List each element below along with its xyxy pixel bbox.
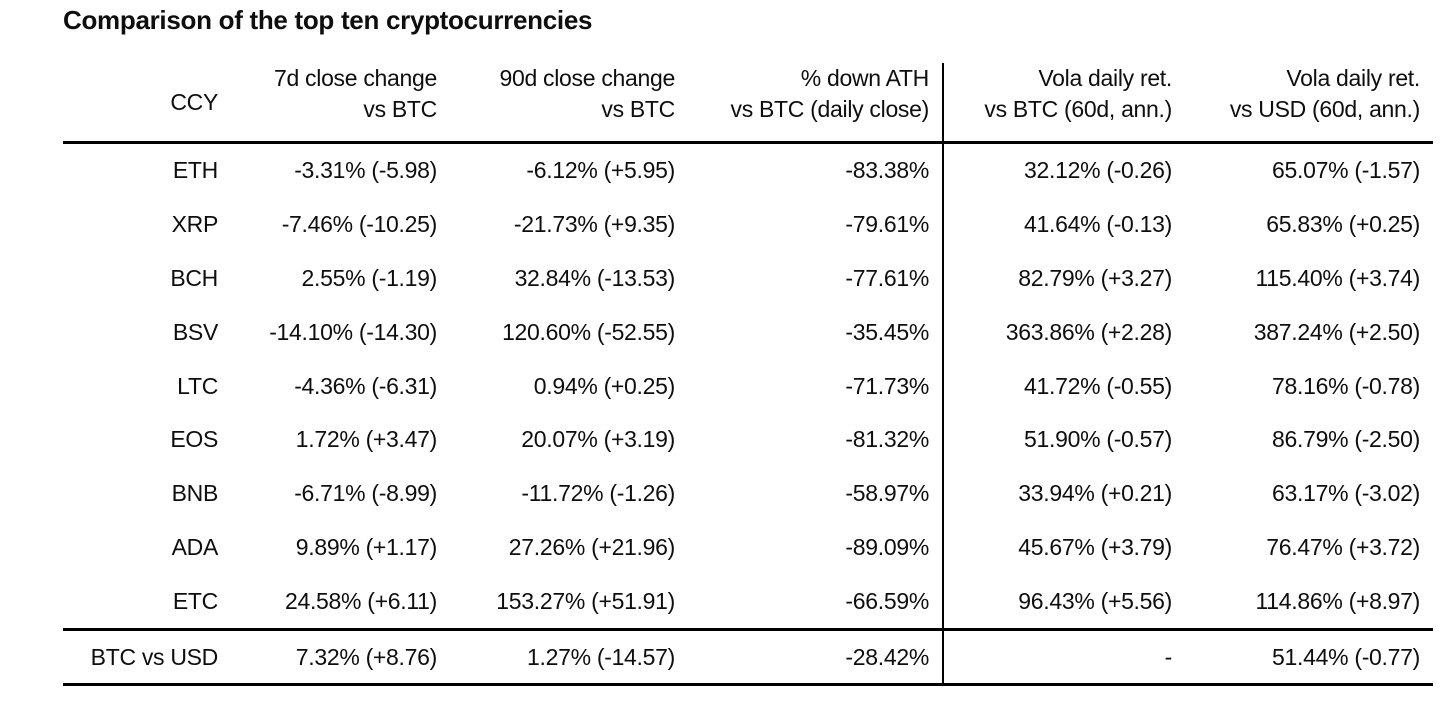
cell-90d-change: 120.60% (-52.55) [502,318,675,345]
cell-down-ath: -71.73% [845,372,929,399]
crypto-comparison-table: CCY 7d close change vs BTC 90d close cha… [63,63,1433,687]
table-row: LTC -4.36% (-6.31) 0.94% (+0.25) -71.73% 41.… [63,359,1433,413]
cell-90d-change: 153.27% (+51.91) [496,587,675,614]
column-header-7d-change: 7d close change vs BTC [231,63,450,144]
column-header-text: vs BTC (daily close) [730,96,930,122]
cell-vola-usd: 76.47% (+3.72) [1266,533,1420,560]
column-header-vola-btc: Vola daily ret. vs BTC (60d, ann.) [942,63,1185,144]
table-row: XRP -7.46% (-10.25) -21.73% (+9.35) -79.61%… [63,197,1433,252]
cell-90d-change: 27.26% (+21.96) [508,533,676,560]
cell-7d-change: 7.32% (+8.76) [231,628,450,687]
cell-7d-change: 24.58% (+6.11) [284,587,437,614]
cell-vola-btc: 96.43% (+5.56) [942,574,1185,630]
cell-vola-usd: 63.17% (-3.02) [1272,480,1420,507]
cell-down-ath: -89.09% [845,533,929,560]
footer-row-btc-vs-usd: BTC vs USD 7.32% (+8.76) 1.27% (-14.57) … [63,628,1433,687]
cell-7d-change: 9.89% (+1.17) [295,533,438,560]
cell-vola-btc: 363.86% (+2.28) [942,305,1185,360]
table-row: BSV -14.10% (-14.30) 120.60% (-52.55) -35.4… [63,305,1433,360]
column-header-text: % down ATH [800,65,930,91]
cell-90d-change: 1.27% (-14.57) [450,628,688,687]
cell-ccy: BNB [171,480,219,507]
cell-7d-change: -4.36% (-6.31) [294,372,437,399]
cell-ccy: LTC [177,372,218,399]
cell-down-ath: -77.61% [845,264,929,291]
column-header-text: vs USD (60d, ann.) [1229,96,1420,122]
column-header-text: 7d close change [273,65,437,91]
table-row: ETH -3.31% (-5.98) -6.12% (+5.95) -83.38% 32… [63,142,1433,198]
column-header-text: Vola daily ret. [1038,65,1172,91]
cell-vola-btc: 32.12% (-0.26) [942,142,1185,198]
cell-90d-change: 32.84% (-13.53) [514,264,676,291]
cell-vola-btc: 45.67% (+3.79) [942,520,1185,575]
cell-vola-usd: 387.24% (+2.50) [1253,318,1421,345]
table-row: ETC 24.58% (+6.11) 153.27% (+51.91) -66.59%… [63,574,1433,630]
cell-7d-change: -7.46% (-10.25) [281,211,438,238]
cell-ccy: ETC [172,587,218,614]
cell-90d-change: 0.94% (+0.25) [533,372,676,399]
cell-7d-change: 2.55% (-1.19) [301,264,438,291]
page-title: Comparison of the top ten cryptocurrenci… [63,5,593,35]
cell-down-ath: -79.61% [845,211,929,238]
column-header-text: vs BTC [363,96,437,122]
cell-7d-change: -3.31% (-5.98) [294,157,437,184]
cell-vola-btc: 82.79% (+3.27) [942,251,1185,306]
cell-down-ath: -66.59% [845,587,929,614]
cell-vola-usd: 65.07% (-1.57) [1272,157,1420,184]
table-row: BCH 2.55% (-1.19) 32.84% (-13.53) -77.61% 82… [63,251,1433,306]
cell-90d-change: -11.72% (-1.26) [521,480,675,507]
cell-vola-usd: 65.83% (+0.25) [1266,211,1420,238]
cell-7d-change: -14.10% (-14.30) [269,318,437,345]
column-header-text: vs BTC [601,96,675,122]
cell-90d-change: -6.12% (+5.95) [526,157,675,184]
column-header-text: Vola daily ret. [1286,65,1420,91]
cell-ccy: XRP [171,211,219,238]
cell-vola-btc: 41.72% (-0.55) [942,359,1185,413]
cell-vola-usd: 115.40% (+3.74) [1255,264,1421,291]
cell-down-ath: -35.45% [845,318,929,345]
cell-vola-btc: 41.64% (-0.13) [942,197,1185,252]
cell-vola-btc: 33.94% (+0.21) [942,466,1185,521]
column-header-text: CCY [170,88,218,115]
cell-vola-usd: 78.16% (-0.78) [1272,372,1420,399]
header-row: CCY 7d close change vs BTC 90d close cha… [63,63,1433,144]
cell-vola-btc: - [942,628,1185,687]
cell-down-ath: -58.97% [845,480,929,507]
cell-vola-usd: 86.79% (-2.50) [1272,426,1420,453]
column-header-text: vs BTC (60d, ann.) [984,96,1172,122]
cell-90d-change: -21.73% (+9.35) [513,211,675,238]
cell-down-ath: -81.32% [845,426,929,453]
cell-vola-usd: 114.86% (+8.97) [1255,587,1421,614]
cell-down-ath: -28.42% [688,628,943,687]
cell-ccy: EOS [170,426,218,453]
table-row: ADA 9.89% (+1.17) 27.26% (+21.96) -89.09% 45… [63,520,1433,575]
table-body: ETH -3.31% (-5.98) -6.12% (+5.95) -83.38% 32… [63,142,1433,630]
cell-vola-usd: 51.44% (-0.77) [1185,628,1433,687]
column-header-ccy: CCY [63,63,231,144]
cell-90d-change: 20.07% (+3.19) [521,426,675,453]
column-header-text: 90d close change [499,65,675,91]
cell-ccy: ETH [172,157,218,184]
column-header-90d-change: 90d close change vs BTC [450,63,688,144]
cell-7d-change: -6.71% (-8.99) [294,480,437,507]
table-row: BNB -6.71% (-8.99) -11.72% (-1.26) -58.97% 3… [63,466,1433,521]
cell-ccy: BCH [170,264,218,291]
cell-down-ath: -83.38% [845,157,929,184]
cell-ccy: BSV [172,318,218,345]
column-header-down-ath: % down ATH vs BTC (daily close) [688,63,943,144]
cell-ccy: ADA [171,533,219,560]
cell-7d-change: 1.72% (+3.47) [295,426,438,453]
cell-vola-btc: 51.90% (-0.57) [942,412,1185,467]
table-row: EOS 1.72% (+3.47) 20.07% (+3.19) -81.32% 51.… [63,412,1433,467]
cell-ccy: BTC vs USD [63,628,231,687]
column-header-vola-usd: Vola daily ret. vs USD (60d, ann.) [1185,63,1433,144]
